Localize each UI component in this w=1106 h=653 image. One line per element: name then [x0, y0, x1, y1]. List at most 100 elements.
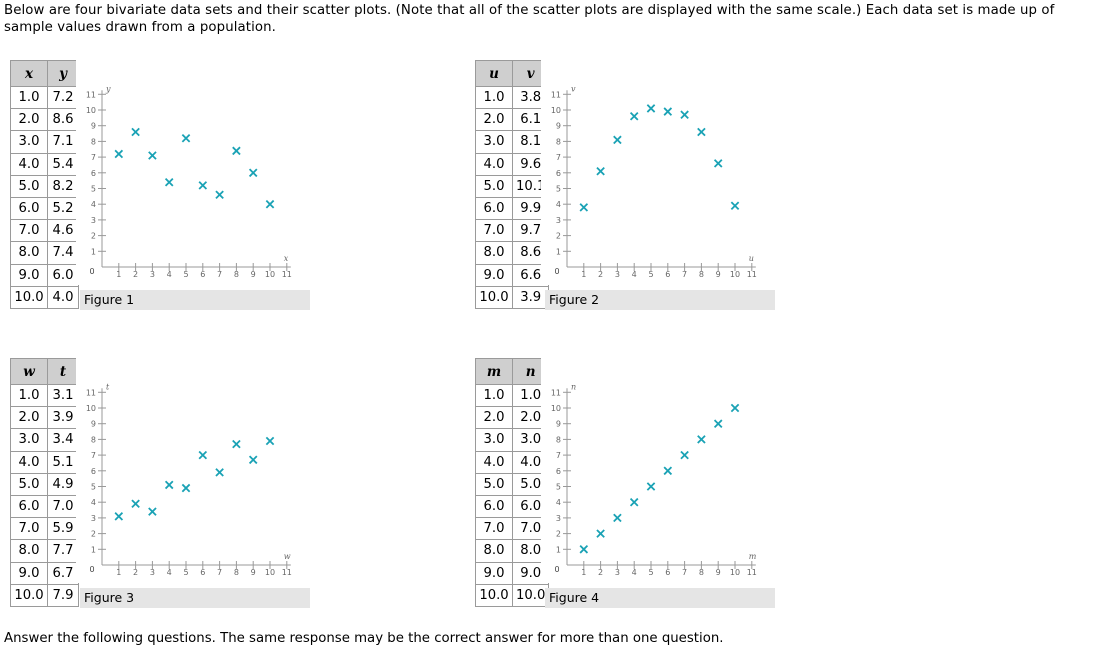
data-point — [131, 499, 140, 509]
figure-caption: Figure 1 — [80, 290, 310, 310]
x-tick-label: 2 — [133, 270, 138, 279]
table-cell-y: 3.9 — [47, 406, 79, 430]
table-cell-y: 9.9 — [511, 196, 550, 221]
y-tick-label: 7 — [556, 153, 561, 162]
y-tick-label: 11 — [551, 90, 561, 99]
x-tick-label: 10 — [265, 270, 275, 279]
data-point — [579, 203, 589, 212]
y-tick-label: 1 — [91, 545, 96, 554]
data-point — [215, 468, 224, 477]
data-point — [596, 529, 605, 538]
table-row: 6.0 5.2 — [10, 196, 79, 221]
table-cell-x: 7.0 — [475, 219, 513, 243]
data-point — [629, 497, 639, 507]
intro-text: Below are four bivariate data sets and t… — [4, 3, 1055, 35]
table-cell-x: 10.0 — [10, 583, 48, 607]
table-cell-y: 7.7 — [47, 539, 79, 563]
table-cell-x: 3.0 — [10, 428, 48, 452]
table-row: 1.0 1.0 — [475, 383, 550, 408]
table-cell-y: 7.2 — [47, 85, 79, 110]
dataset-panel-1: x y 1.0 7.2 2.0 8.6 3.0 7.1 4.0 5.4 5.0 8.2 6.0 5.2 7.… — [10, 60, 320, 310]
table-cell-y: 8.6 — [47, 108, 79, 132]
x-tick-label: 9 — [251, 568, 256, 577]
table-cell-y: 9.0 — [511, 561, 550, 585]
table-cell-y: 3.1 — [47, 383, 79, 408]
table-cell-x: 4.0 — [475, 450, 513, 474]
table-cell-x: 10.0 — [10, 285, 48, 309]
x-tick-label: 9 — [716, 568, 721, 577]
y-tick-label: 2 — [91, 232, 96, 241]
y-tick-label: 10 — [86, 404, 96, 413]
x-tick-label: 10 — [730, 270, 740, 279]
data-table: u v 1.0 3.8 2.0 6.1 3.0 8.1 4.0 9.6 5.0 10.1 6.0 9.9 7… — [475, 60, 550, 309]
x-tick-label: 6 — [665, 270, 670, 279]
data-point — [114, 149, 124, 159]
scatter-plot: 1 2 3 4 5 6 7 8 9 10 11 1 2 3 4 5 6 7 8 9 10 11 0 v u — [541, 60, 785, 285]
data-point — [148, 507, 157, 516]
table-cell-x: 7.0 — [10, 517, 48, 541]
table-row: 4.0 4.0 — [475, 450, 550, 474]
scatter-plot: 1 2 3 4 5 6 7 8 9 10 11 1 2 3 4 5 6 7 8 9 10 11 0 y x — [76, 60, 320, 285]
y-tick-label: 4 — [91, 498, 96, 507]
x-tick-label: 2 — [133, 568, 138, 577]
x-tick-label: 5 — [183, 568, 188, 577]
data-point — [730, 201, 740, 211]
table-row: 10.0 7.9 — [10, 583, 79, 607]
data-table: x y 1.0 7.2 2.0 8.6 3.0 7.1 4.0 5.4 5.0 8.2 6.0 5.2 7.… — [10, 60, 79, 309]
table-row: 10.0 3.9 — [475, 285, 550, 309]
data-point — [663, 107, 673, 116]
table-row: 8.0 7.7 — [10, 539, 79, 563]
table-row: 10.0 4.0 — [10, 285, 79, 309]
table-cell-y: 3.8 — [511, 85, 550, 110]
y-tick-label: 5 — [91, 483, 96, 492]
table-row: 9.0 6.7 — [10, 561, 79, 585]
data-point — [680, 110, 689, 119]
y-tick-label: 8 — [556, 137, 561, 146]
data-point — [730, 403, 740, 413]
table-cell-x: 5.0 — [10, 174, 48, 198]
x-tick-label: 1 — [581, 568, 586, 577]
data-table: w t 1.0 3.1 2.0 3.9 3.0 3.4 4.0 5.1 5.0 4.9 6.0 7.0 7.… — [10, 358, 79, 607]
x-axis-label: w — [284, 552, 291, 561]
table-row: 1.0 3.8 — [475, 85, 550, 110]
table-cell-y: 1.0 — [511, 383, 550, 408]
table-row: 3.0 3.4 — [10, 428, 79, 452]
y-tick-label: 5 — [556, 185, 561, 194]
y-tick-label: 10 — [86, 106, 96, 115]
table-row: 1.0 7.2 — [10, 85, 79, 110]
table-cell-y: 10.0 — [511, 583, 550, 607]
x-tick-label: 8 — [234, 568, 239, 577]
table-cell-x: 6.0 — [10, 494, 48, 519]
table-cell-x: 3.0 — [475, 428, 513, 452]
table-cell-x: 7.0 — [10, 219, 48, 243]
table-row: 2.0 6.1 — [475, 108, 550, 132]
table-header-x: x — [10, 60, 48, 87]
data-table: m n 1.0 1.0 2.0 2.0 3.0 3.0 4.0 4.0 5.0 5.0 6.0 6.0 7.… — [475, 358, 550, 607]
y-axis-label: y — [105, 84, 111, 93]
table-row: 2.0 3.9 — [10, 406, 79, 430]
table-cell-x: 6.0 — [475, 494, 513, 519]
y-tick-label: 10 — [551, 404, 561, 413]
table-header-x: m — [475, 358, 513, 385]
x-tick-label: 3 — [615, 568, 620, 577]
data-point — [265, 199, 275, 209]
table-row: 7.0 9.7 — [475, 219, 550, 243]
data-point — [232, 439, 241, 449]
origin-label: 0 — [89, 565, 94, 574]
table-row: 7.0 7.0 — [475, 517, 550, 541]
table-cell-y: 4.0 — [47, 285, 79, 309]
x-tick-label: 1 — [116, 270, 121, 279]
y-tick-label: 5 — [91, 185, 96, 194]
table-cell-x: 3.0 — [475, 130, 513, 154]
table-row: 7.0 5.9 — [10, 517, 79, 541]
y-tick-label: 6 — [556, 169, 561, 178]
table-cell-y: 7.4 — [47, 241, 79, 265]
table-cell-x: 3.0 — [10, 130, 48, 154]
table-cell-x: 9.0 — [10, 561, 48, 585]
x-axis-label: m — [749, 552, 757, 561]
table-cell-y: 9.6 — [511, 152, 550, 176]
y-tick-label: 4 — [91, 200, 96, 209]
table-cell-x: 5.0 — [10, 472, 48, 496]
